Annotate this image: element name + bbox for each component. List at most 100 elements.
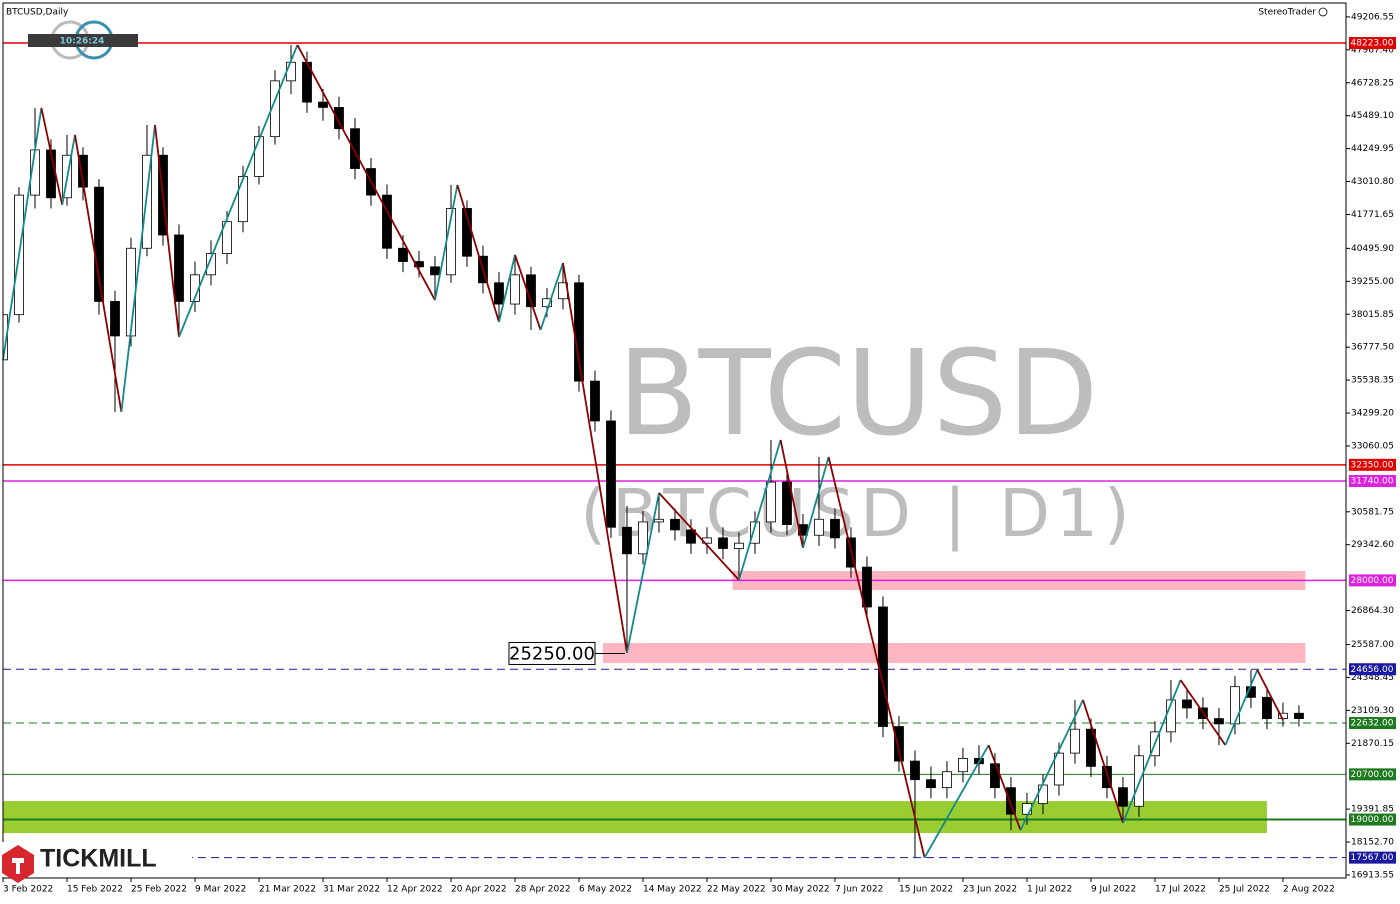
candle-body bbox=[622, 526, 632, 555]
x-tick-label: 17 Jul 2022 bbox=[1155, 885, 1206, 895]
zigzag-segment bbox=[40, 107, 64, 206]
watermark-symbol: BTCUSD bbox=[618, 324, 1099, 462]
candle-body bbox=[1214, 718, 1224, 725]
x-tick-label: 22 May 2022 bbox=[707, 885, 766, 895]
candle-body bbox=[318, 101, 328, 108]
candle-body bbox=[414, 261, 424, 268]
chart-title: BTCUSD,Daily bbox=[6, 8, 69, 18]
logo-icon-mark bbox=[12, 858, 24, 874]
x-tick-label: 20 Apr 2022 bbox=[451, 885, 507, 895]
candle-body bbox=[1070, 728, 1080, 754]
x-tick-label: 30 May 2022 bbox=[771, 885, 830, 895]
candle-body bbox=[750, 521, 760, 544]
y-tick-label: 25587.00 bbox=[1351, 640, 1394, 650]
y-tick-label: 44249.95 bbox=[1351, 144, 1394, 154]
zigzag-segment bbox=[1179, 679, 1227, 746]
level-label-box bbox=[1349, 475, 1396, 488]
candle-body bbox=[1054, 752, 1064, 786]
watermark-subtitle: (BTCUSD | D1) bbox=[580, 475, 1135, 552]
candle-body bbox=[574, 282, 584, 382]
x-tick-label: 25 Jul 2022 bbox=[1219, 885, 1270, 895]
candle-body bbox=[46, 149, 56, 199]
level-label-box bbox=[1349, 813, 1396, 826]
y-tick-label: 21870.15 bbox=[1351, 739, 1394, 749]
x-tick-label: 21 Mar 2022 bbox=[259, 885, 316, 895]
candle-body bbox=[1230, 686, 1240, 725]
candle-body bbox=[590, 380, 600, 422]
candle-body bbox=[382, 194, 392, 249]
zigzag-segment bbox=[827, 456, 926, 858]
x-tick-label: 23 Jun 2022 bbox=[963, 885, 1017, 895]
y-tick-label: 35538.35 bbox=[1351, 376, 1394, 386]
x-tick-label: 2 Aug 2022 bbox=[1283, 885, 1335, 895]
candle-body bbox=[254, 136, 264, 177]
zigzag-segment bbox=[1224, 669, 1259, 746]
y-tick-label: 34299.20 bbox=[1351, 409, 1394, 419]
zigzag-segment bbox=[498, 254, 516, 323]
candle-body bbox=[638, 521, 648, 555]
candle-body bbox=[350, 128, 360, 169]
candle-body bbox=[862, 566, 872, 608]
level-label-box bbox=[1349, 663, 1396, 676]
candle-body bbox=[910, 760, 920, 781]
y-tick-label: 41771.65 bbox=[1351, 210, 1394, 220]
plot-frame bbox=[2, 2, 1347, 879]
zigzag-segment bbox=[1019, 699, 1084, 831]
zigzag-segment bbox=[626, 492, 660, 654]
zigzag-segment bbox=[74, 134, 123, 413]
candle-body bbox=[334, 107, 344, 130]
watermark: BTCUSD (BTCUSD | D1) bbox=[580, 324, 1135, 552]
candle-body bbox=[494, 282, 504, 305]
candle-body bbox=[398, 247, 408, 262]
level-label: 19000.00 bbox=[1351, 815, 1394, 825]
candle-body bbox=[542, 298, 552, 308]
candle-body bbox=[94, 186, 104, 302]
plot: 25250.00 bbox=[2, 42, 1346, 859]
candle-body bbox=[1006, 787, 1016, 815]
zigzag-segment bbox=[456, 184, 500, 323]
clock-box bbox=[28, 34, 138, 47]
y-tick-label: 36777.50 bbox=[1351, 343, 1394, 353]
candle-body bbox=[766, 481, 776, 523]
candle-body bbox=[990, 763, 1000, 789]
candle-body bbox=[174, 234, 184, 302]
y-tick-label: 43010.80 bbox=[1351, 177, 1394, 187]
smiley-icon bbox=[1318, 7, 1328, 17]
candle-body bbox=[1294, 712, 1304, 719]
y-tick-label: 38015.85 bbox=[1351, 310, 1394, 320]
x-tick-label: 15 Feb 2022 bbox=[67, 885, 123, 895]
y-tick-label: 19391.85 bbox=[1351, 805, 1394, 815]
zigzag-segment bbox=[658, 492, 740, 581]
candle-body bbox=[670, 518, 680, 531]
zigzag-segment bbox=[2, 107, 43, 360]
level-label-box bbox=[1349, 37, 1396, 50]
price-zone bbox=[3, 801, 1267, 834]
zigzag-segment bbox=[514, 254, 542, 331]
candle-body bbox=[942, 771, 952, 789]
provider-label: StereoTrader bbox=[1258, 8, 1316, 18]
candle-body bbox=[718, 537, 728, 549]
candle-body bbox=[894, 726, 904, 762]
candle-body bbox=[606, 420, 616, 528]
candle-body bbox=[238, 176, 248, 223]
zigzag-segment bbox=[779, 439, 804, 549]
level-label: 48223.00 bbox=[1351, 39, 1394, 49]
y-tick-label: 49206.55 bbox=[1351, 12, 1394, 22]
candle-body bbox=[430, 266, 440, 276]
x-tick-label: 1 Jul 2022 bbox=[1027, 885, 1072, 895]
level-label: 31740.00 bbox=[1351, 477, 1394, 487]
zigzag-segment bbox=[434, 184, 459, 301]
candle-body bbox=[734, 542, 744, 549]
candle-body bbox=[878, 606, 888, 727]
y-tick-label: 29342.60 bbox=[1351, 540, 1394, 550]
candle-body bbox=[1086, 728, 1096, 767]
candle-body bbox=[270, 80, 280, 138]
level-label: 32350.00 bbox=[1351, 460, 1394, 470]
level-label-box bbox=[1349, 768, 1396, 781]
candle-body bbox=[142, 154, 152, 249]
x-tick-label: 9 Mar 2022 bbox=[195, 885, 246, 895]
zigzag-segment bbox=[987, 744, 1022, 831]
y-tick-label: 30581.75 bbox=[1351, 507, 1394, 517]
